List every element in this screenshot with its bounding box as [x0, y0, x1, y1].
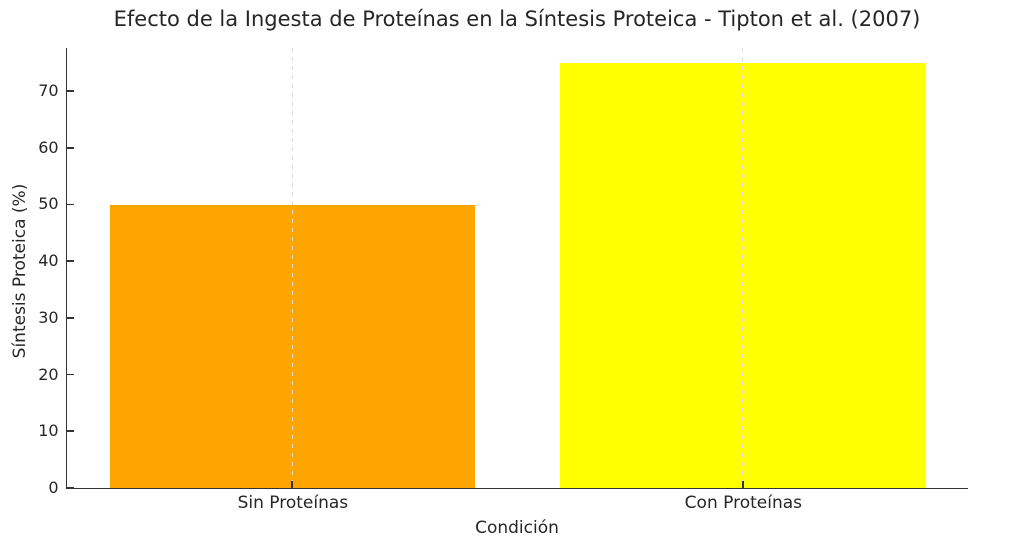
- y-tick: [67, 317, 74, 319]
- y-tick: [67, 260, 74, 262]
- x-tick: [741, 481, 744, 488]
- gridline: [291, 48, 293, 488]
- y-tick: [67, 146, 74, 149]
- y-tick-label: 70: [38, 81, 59, 101]
- plot-area: [66, 48, 968, 489]
- y-tick-label: 60: [38, 137, 59, 157]
- y-tick: [67, 487, 74, 489]
- gridline: [742, 48, 744, 488]
- x-axis-label: Condición: [475, 518, 559, 538]
- chart-title: Efecto de la Ingesta de Proteínas en la …: [113, 7, 921, 31]
- y-tick: [67, 430, 74, 433]
- y-tick-label: 30: [38, 307, 59, 327]
- y-tick-label: 50: [38, 194, 59, 214]
- x-tick-label: Sin Proteínas: [237, 493, 349, 513]
- y-tick-label: 0: [48, 478, 59, 497]
- x-tick-label: Con Proteínas: [684, 493, 802, 513]
- y-tick: [67, 203, 74, 206]
- y-tick: [67, 90, 74, 92]
- y-tick: [67, 373, 74, 376]
- x-tick: [291, 481, 294, 488]
- y-tick-label: 40: [38, 251, 59, 271]
- y-tick-label: 20: [38, 364, 59, 384]
- y-tick-label: 10: [38, 421, 59, 441]
